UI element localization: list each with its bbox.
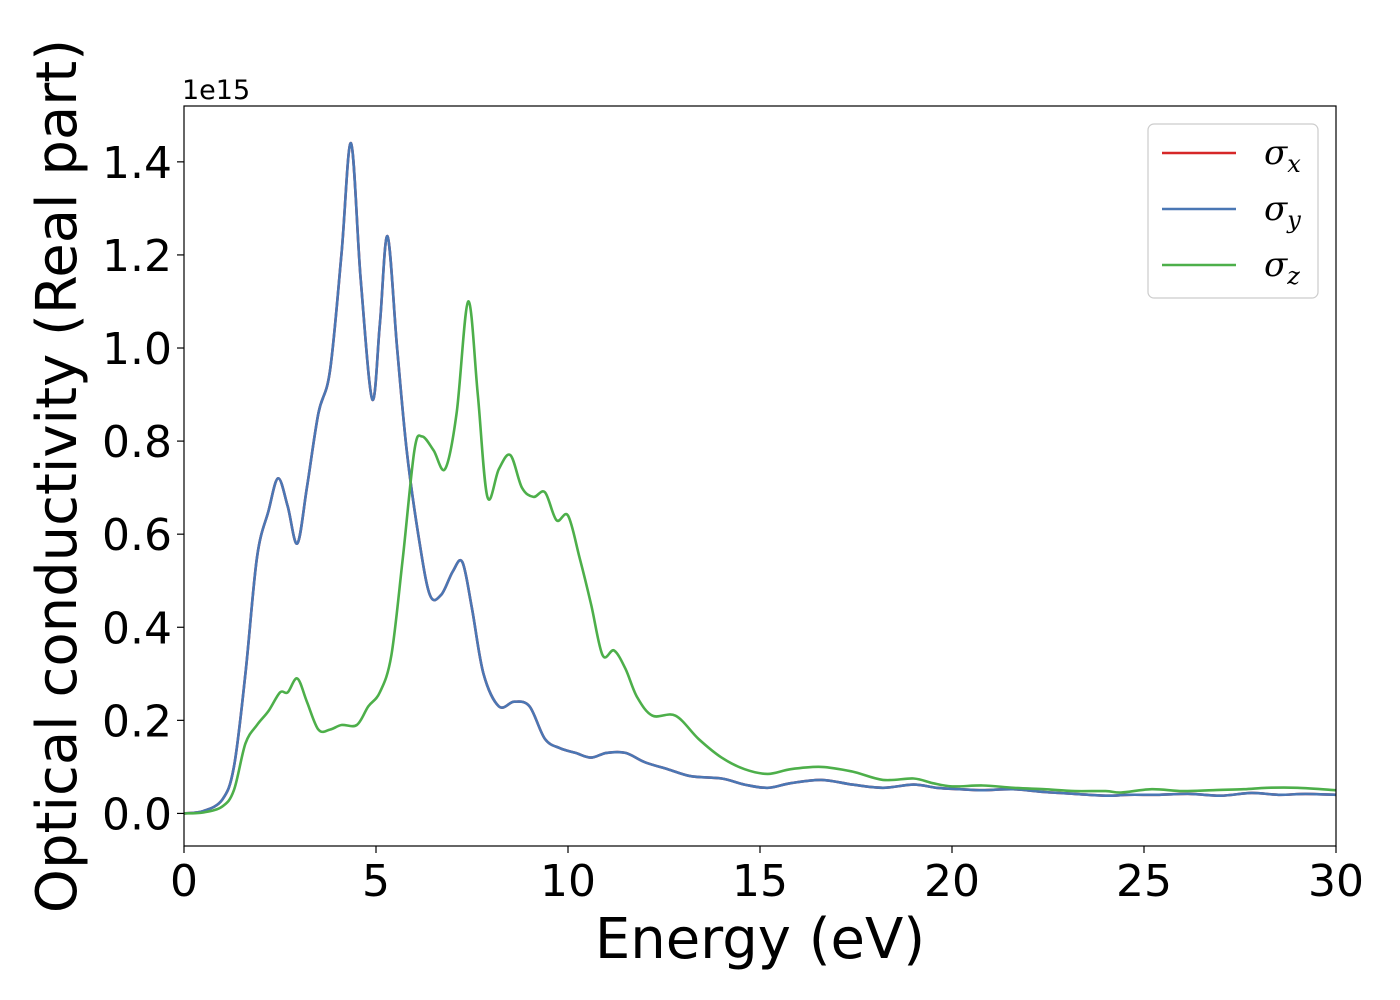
y-tick-label: 0.4 (102, 603, 172, 654)
y-axis: 0.0 0.2 0.4 0.6 0.8 1.0 1.2 1.4 (102, 138, 184, 840)
x-tick-label: 0 (170, 856, 198, 907)
y-tick-label: 1.4 (102, 138, 172, 189)
y-offset-text: 1e15 (182, 75, 250, 106)
y-axis-label: Optical conductivity (Real part) (25, 39, 90, 913)
legend-box (1147, 123, 1319, 299)
series-line-sigma-y (183, 141, 1337, 815)
plot-area (183, 141, 1337, 815)
x-axis-label: Energy (eV) (595, 907, 925, 972)
x-tick-label: 5 (362, 856, 390, 907)
y-tick-label: 0.8 (102, 417, 172, 468)
y-tick-label: 1.2 (102, 231, 172, 282)
x-tick-label: 15 (732, 856, 788, 907)
x-tick-label: 25 (1116, 856, 1172, 907)
y-tick-label: 0.2 (102, 696, 172, 747)
x-tick-label: 20 (924, 856, 980, 907)
x-tick-label: 30 (1308, 856, 1364, 907)
x-axis: 0 5 10 15 20 25 30 (170, 846, 1364, 907)
y-tick-label: 0.0 (102, 789, 172, 840)
x-tick-label: 10 (540, 856, 596, 907)
y-tick-label: 1.0 (102, 324, 172, 375)
series-line-sigma-z (183, 300, 1337, 815)
y-tick-label: 0.6 (102, 510, 172, 561)
